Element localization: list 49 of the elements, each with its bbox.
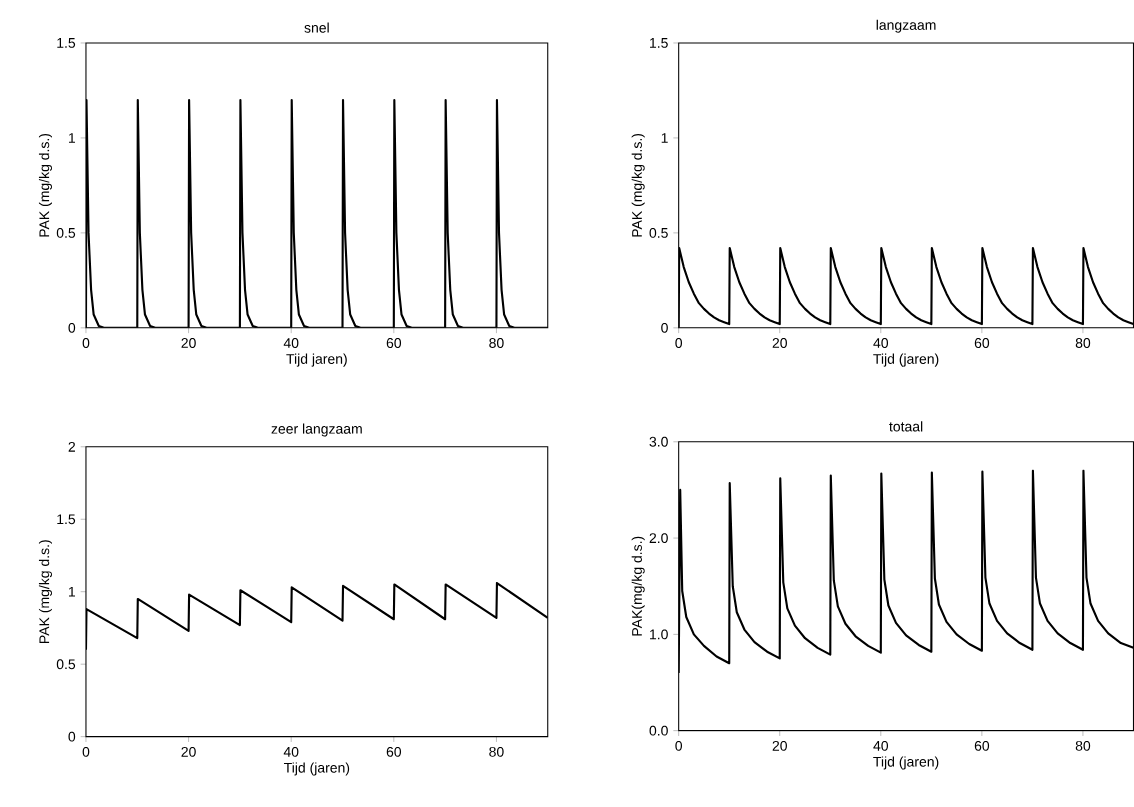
y-tick-label: 0.5 — [649, 228, 668, 239]
y-tick-label: 1 — [661, 133, 668, 143]
x-tick-label: 0 — [675, 338, 683, 349]
y-tick-label: 1.5 — [650, 38, 668, 49]
x-tick-label: 60 — [974, 741, 990, 752]
chart-title: zeer langzaam — [271, 423, 362, 437]
x-tick-label: 0 — [82, 338, 90, 349]
y-tick-label: 2 — [68, 442, 75, 452]
x-axis-title: Tijd (jaren) — [873, 756, 939, 770]
x-tick-label: 60 — [974, 338, 990, 349]
x-tick-label: 0 — [675, 741, 683, 752]
x-tick-label: 40 — [283, 747, 299, 758]
x-tick-label: 40 — [873, 741, 889, 752]
y-tick-label: 1.0 — [650, 629, 668, 640]
y-tick-label: 0 — [661, 323, 668, 333]
y-tick-label: 1.5 — [57, 514, 76, 525]
y-tick-label: 2.0 — [649, 533, 668, 544]
chart-title: totaal — [889, 421, 923, 432]
x-axis-title: Tijd jaren) — [286, 353, 347, 367]
x-tick-label: 20 — [181, 747, 196, 758]
y-tick-label: 0.0 — [649, 725, 668, 736]
x-tick-label: 20 — [772, 338, 787, 349]
y-axis-title: PAK (mg/kg d.s.) — [38, 134, 52, 237]
x-tick-label: 20 — [772, 741, 787, 752]
x-tick-label: 0 — [82, 747, 90, 758]
y-tick-label: 0.5 — [56, 659, 76, 670]
x-tick-label: 80 — [489, 338, 504, 349]
y-tick-label: 1.5 — [57, 38, 76, 49]
chart-title: snel — [304, 22, 329, 33]
x-tick-label: 20 — [181, 338, 196, 349]
x-tick-label: 60 — [386, 338, 402, 349]
x-tick-label: 60 — [386, 747, 402, 758]
x-tick-label: 80 — [489, 747, 504, 758]
y-tick-label: 0 — [68, 323, 76, 333]
x-axis-title: Tijd (jaren) — [873, 353, 939, 367]
y-axis-title: PAK (mg/kg d.s.) — [631, 134, 645, 237]
y-axis-title: PAK(mg/kg d.s.) — [631, 536, 645, 636]
x-tick-label: 80 — [1075, 338, 1091, 349]
x-tick-label: 40 — [283, 338, 299, 349]
y-tick-label: 0.5 — [56, 228, 76, 239]
y-tick-label: 3.0 — [649, 437, 668, 447]
y-tick-label: 1 — [68, 587, 76, 597]
x-tick-label: 40 — [873, 338, 889, 349]
x-tick-label: 80 — [1075, 741, 1091, 752]
x-axis-title: Tijd (jaren) — [283, 762, 350, 776]
y-tick-label: 1 — [68, 133, 76, 143]
chart-title: langzaam — [876, 19, 936, 33]
y-axis-title: PAK (mg/kg d.s.) — [38, 540, 52, 644]
y-tick-label: 0 — [68, 731, 76, 742]
